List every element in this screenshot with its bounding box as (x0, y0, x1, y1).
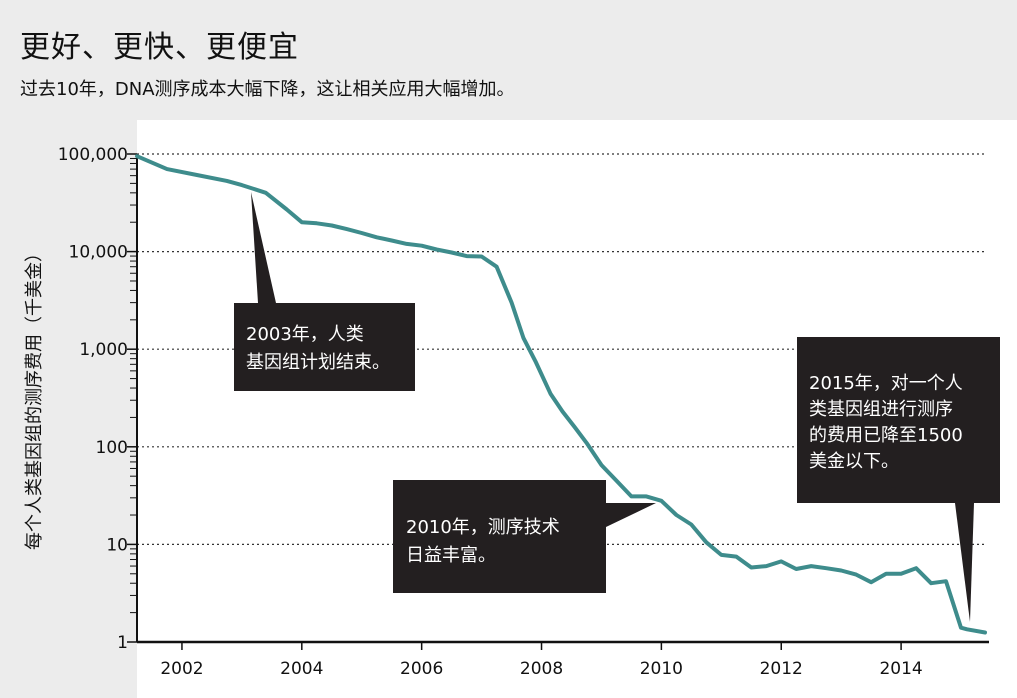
y-tick-label: 1,000 (79, 340, 128, 360)
callout-text: 2003年，人类 (246, 324, 364, 345)
callout-pointer (606, 503, 656, 527)
x-tick-label: 2014 (879, 659, 922, 679)
y-tick-label: 100,000 (58, 145, 128, 165)
x-axis: 2002 2004 2006 2008 2010 2012 2014 (137, 640, 989, 679)
series-line (135, 154, 987, 635)
x-tick-label: 2002 (160, 659, 203, 679)
y-axis: 1 10 100 1,000 10,000 100,000 (58, 145, 138, 653)
callout-pointer (251, 192, 276, 303)
x-tick-label: 2008 (520, 659, 563, 679)
chart-title: 更好、更快、更便宜 (20, 30, 299, 65)
callout-text: 2010年，测序技术 (406, 517, 560, 538)
callout-text: 的费用已降至1500 (809, 425, 963, 446)
callout-box (797, 337, 1000, 503)
x-tick-label: 2010 (640, 659, 683, 679)
callout-box (393, 480, 606, 593)
y-axis-label: 每个人类基因组的测序费用（千美金） (24, 244, 45, 550)
x-tick-label: 2012 (760, 659, 803, 679)
chart-subtitle: 过去10年，DNA测序成本大幅下降，这让相关应用大幅增加。 (20, 79, 515, 100)
callout-text: 类基因组进行测序 (809, 399, 953, 420)
y-tick-label: 10 (106, 535, 128, 555)
callout-pointer (955, 503, 974, 622)
y-tick-label: 100 (96, 438, 128, 458)
x-tick-label: 2006 (400, 659, 443, 679)
callout-text: 美金以下。 (809, 451, 899, 472)
x-tick-label: 2004 (280, 659, 323, 679)
callout-box (234, 303, 415, 391)
y-tick-label: 10,000 (69, 243, 128, 263)
callout-text: 日益丰富。 (406, 545, 496, 566)
callout-text: 基因组计划结束。 (246, 352, 390, 373)
y-tick-label: 1 (117, 633, 128, 653)
callout-text: 2015年，对一个人 (809, 373, 963, 394)
